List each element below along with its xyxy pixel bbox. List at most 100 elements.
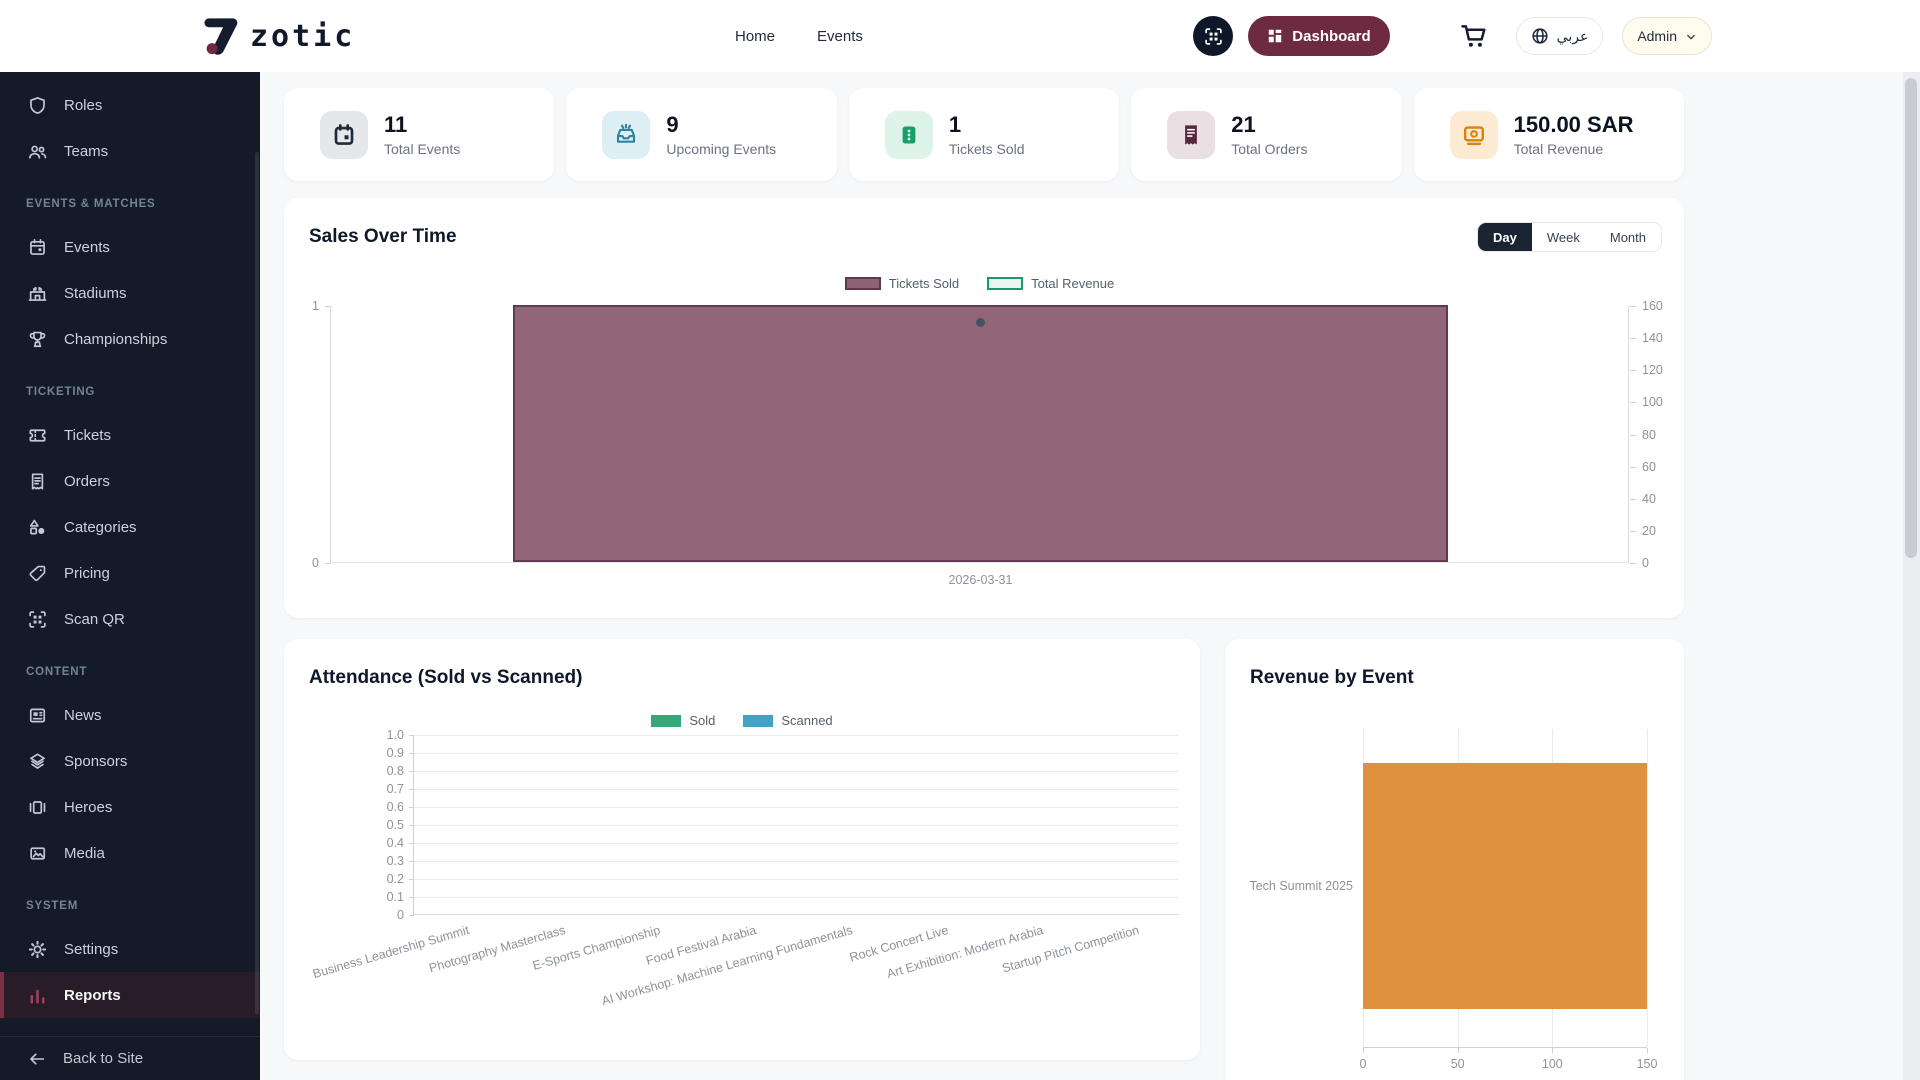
revenue-x-tick-label: 0 — [1359, 1057, 1367, 1071]
page-scrollbar[interactable] — [1903, 72, 1920, 1080]
attendance-gridline — [414, 735, 1179, 736]
stat-value: 1 — [948, 112, 962, 138]
attendance-y-tick — [409, 771, 414, 772]
trophy-icon — [28, 330, 47, 349]
sidebar-item-label: News — [64, 706, 102, 724]
sales-interval-toggle: Day Week Month — [1477, 222, 1662, 252]
stat-value: 21 — [1231, 112, 1256, 138]
sales-right-tick-label: 0 — [1642, 556, 1649, 570]
sidebar-item-sponsors[interactable]: Sponsors — [0, 738, 260, 784]
legend-item-scanned[interactable]: Scanned — [743, 713, 833, 728]
attendance-x-label: Art Exhibition: Modern Arabia — [885, 923, 1046, 982]
users-icon — [28, 142, 47, 161]
sidebar-item-teams[interactable]: Teams — [0, 128, 260, 174]
sidebar-section-title: SYSTEM — [26, 900, 79, 912]
nav-link-events[interactable]: Events — [817, 27, 863, 45]
sales-right-tick — [1630, 563, 1636, 564]
sidebar-item-label: Heroes — [64, 798, 113, 816]
sales-right-tick — [1630, 338, 1636, 340]
sales-right-tick-label: 80 — [1642, 427, 1656, 442]
sidebar-item-news[interactable]: News — [0, 692, 260, 738]
back-to-site-link[interactable]: Back to Site — [0, 1036, 260, 1080]
sales-x-label: 2026-03-31 — [948, 573, 1013, 587]
bar-chart-icon — [28, 986, 47, 1005]
stat-card-total-events: 11 Total Events — [284, 88, 555, 181]
sales-right-tick — [1630, 530, 1636, 532]
dashboard-button[interactable]: Dashboard — [1248, 16, 1390, 56]
sidebar-item-label: Teams — [64, 142, 109, 160]
stat-card-upcoming-events: 9 Upcoming Events — [566, 88, 837, 181]
stat-label: Total Revenue — [1513, 140, 1604, 157]
calendar-solid-icon — [320, 110, 368, 159]
attendance-gridline — [414, 861, 1179, 862]
legend-label: Total Revenue — [1031, 276, 1115, 291]
sidebar-item-reports[interactable]: Reports — [0, 972, 260, 1018]
page-scrollbar-thumb[interactable] — [1905, 78, 1917, 558]
sidebar-item-events[interactable]: Events — [0, 224, 260, 270]
legend-label: Scanned — [781, 713, 833, 728]
sidebar-item-roles[interactable]: Roles — [0, 82, 260, 128]
sidebar-item-pricing[interactable]: Pricing — [0, 550, 260, 596]
language-switcher[interactable]: عربي — [1515, 17, 1604, 55]
sidebar-item-categories[interactable]: Categories — [0, 504, 260, 550]
stat-label: Tickets Sold — [948, 140, 1025, 157]
arrow-left-icon — [28, 1050, 46, 1068]
nav-link-home[interactable]: Home — [735, 27, 776, 45]
tag-icon — [28, 564, 47, 583]
sidebar-item-tickets[interactable]: Tickets — [0, 412, 260, 458]
sidebar-item-championships[interactable]: Championships — [0, 316, 260, 362]
admin-label: Admin — [1637, 28, 1677, 44]
sidebar-scrollbar[interactable] — [255, 152, 259, 1014]
sidebar-item-orders[interactable]: Orders — [0, 458, 260, 504]
chevron-down-icon — [1685, 30, 1697, 42]
sidebar-nav: Roles Teams EVENTS & MATCHES Events Stadiums… — [0, 82, 260, 1018]
sidebar-section-title: EVENTS & MATCHES — [26, 198, 156, 210]
sidebar-item-media[interactable]: Media — [0, 830, 260, 876]
qr-scan-button[interactable] — [1193, 16, 1234, 56]
logo[interactable]: zotic — [200, 14, 355, 58]
language-label: عربي — [1556, 27, 1589, 44]
logo-icon — [204, 18, 238, 55]
admin-menu[interactable]: Admin — [1622, 17, 1712, 55]
attendance-y-tick-label: 0.3 — [386, 854, 404, 868]
sales-bar-tickets-sold — [512, 305, 1449, 562]
revenue-by-event-panel: Revenue by Event 0 50 100 150 Tech Summit 20… — [1225, 639, 1684, 1080]
attendance-gridline — [414, 789, 1179, 790]
stat-label: Upcoming Events — [666, 140, 777, 157]
attendance-y-tick — [409, 735, 414, 736]
attendance-y-tick — [409, 915, 414, 916]
shield-icon — [28, 96, 47, 115]
legend-item-tickets-sold[interactable]: Tickets Sold — [844, 276, 959, 291]
sidebar-item-heroes[interactable]: Heroes — [0, 784, 260, 830]
cart-icon[interactable] — [1460, 22, 1488, 50]
logo-text: zotic — [250, 18, 356, 54]
receipt-solid-icon — [1167, 110, 1216, 159]
sidebar-item-stadiums[interactable]: Stadiums — [0, 270, 260, 316]
legend-item-sold[interactable]: Sold — [651, 713, 715, 728]
attendance-y-tick — [409, 861, 414, 862]
toggle-week[interactable]: Week — [1531, 223, 1595, 251]
sidebar-item-label: Settings — [64, 940, 119, 958]
attendance-gridline — [414, 771, 1179, 772]
sidebar-item-settings[interactable]: Settings — [0, 926, 260, 972]
toggle-day[interactable]: Day — [1478, 223, 1532, 251]
attendance-y-tick-label: 0.2 — [386, 872, 404, 886]
sales-over-time-panel: Sales Over Time Day Week Month Tickets Sol… — [284, 198, 1684, 618]
revenue-panel-title: Revenue by Event — [1250, 667, 1414, 688]
stadium-icon — [28, 284, 47, 303]
attendance-x-label: Business Leadership Summit — [311, 923, 471, 982]
legend-swatch — [987, 277, 1024, 290]
attendance-y-tick — [409, 825, 414, 826]
sidebar-item-scan-qr[interactable]: Scan QR — [0, 596, 260, 642]
ticket-solid-icon — [884, 110, 933, 159]
legend-item-total-revenue[interactable]: Total Revenue — [987, 276, 1114, 291]
gallery-icon — [28, 798, 47, 817]
sales-right-tick-label: 140 — [1642, 331, 1663, 346]
sales-right-tick-label: 100 — [1642, 395, 1663, 410]
main-content: 11 Total Events 9 Upcoming Events 1 Tick… — [260, 72, 1903, 1080]
receipt-icon — [28, 472, 47, 491]
revenue-x-tick-label: 50 — [1450, 1057, 1465, 1071]
sales-right-tick — [1630, 498, 1636, 500]
toggle-month[interactable]: Month — [1594, 223, 1661, 251]
